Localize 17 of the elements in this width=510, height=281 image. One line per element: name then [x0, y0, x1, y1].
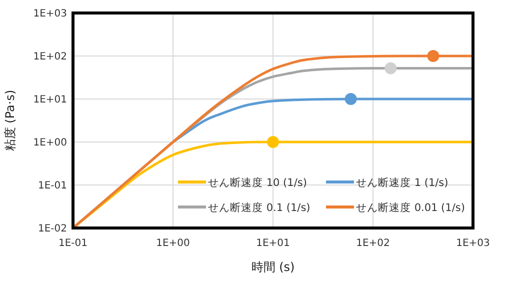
legend-label: せん断速度 0.1 (1/s)	[208, 201, 310, 214]
y-tick-label: 1E+03	[33, 8, 67, 20]
x-tick-label: 1E+01	[256, 238, 290, 249]
y-tick-label: 1E-02	[38, 224, 67, 234]
x-tick-label: 1E+02	[356, 238, 390, 249]
x-tick-label: 1E+00	[156, 238, 190, 249]
x-axis-title: 時間 (s)	[251, 260, 295, 274]
legend-label: せん断速度 10 (1/s)	[208, 176, 307, 189]
x-tick-label: 1E-01	[58, 238, 88, 249]
y-tick-label: 1E+00	[33, 138, 67, 148]
y-tick-label: 1E+02	[33, 52, 67, 62]
y-tick-label: 1E+01	[33, 94, 67, 106]
y-axis-title: 粘度 (Pa·s)	[3, 90, 17, 152]
y-tick-label: 1E-01	[38, 180, 67, 192]
legend-label: せん断速度 1 (1/s)	[356, 176, 448, 189]
x-tick-label: 1E+03	[456, 238, 490, 249]
legend-label: せん断速度 0.01 (1/s)	[356, 201, 465, 214]
